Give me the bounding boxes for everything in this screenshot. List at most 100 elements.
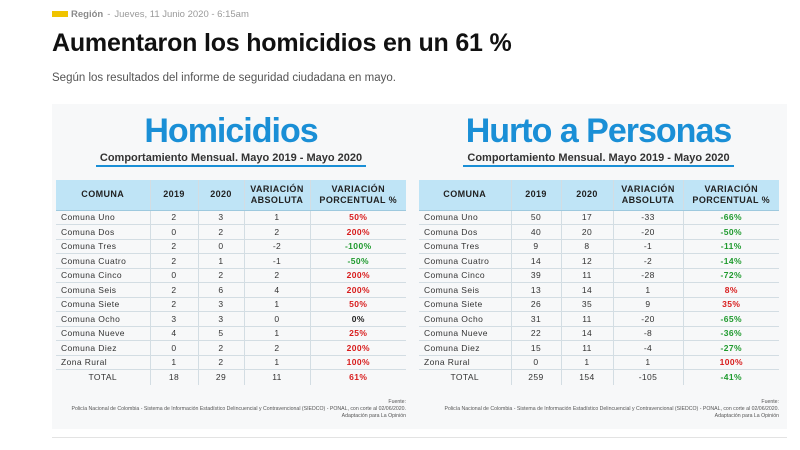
- cell-variacion-porcentual: 25%: [309, 326, 406, 341]
- cell-variacion-porcentual: -100%: [309, 239, 406, 254]
- table-row: Comuna Nueve 22 14 -8 -36%: [419, 326, 779, 341]
- cell-variacion-porcentual: -65%: [682, 311, 779, 327]
- table-row: Zona Rural 0 1 1 100%: [419, 355, 779, 370]
- header-2019: 2019: [149, 180, 198, 211]
- cell-variacion-porcentual: 35%: [682, 297, 779, 312]
- homicidios-source: Fuente: Policía Nacional de Colombia - S…: [71, 399, 406, 419]
- cell-2020: 1: [560, 355, 613, 370]
- cell-variacion-porcentual: -50%: [682, 224, 779, 240]
- hurto-table: COMUNA 2019 2020 VARIACIÓN ABSOLUTA VARI…: [419, 180, 779, 385]
- cell-2020: 3: [197, 311, 244, 327]
- cell-variacion-porcentual: -41%: [682, 369, 779, 385]
- table-row: Comuna Cinco 0 2 2 200%: [56, 268, 406, 283]
- cell-comuna: Zona Rural: [56, 355, 150, 370]
- table-row: Comuna Tres 9 8 -1 -11%: [419, 239, 779, 254]
- cell-variacion-porcentual: -66%: [682, 210, 779, 225]
- cell-2020: 12: [560, 253, 613, 269]
- cell-2020: 5: [197, 326, 244, 341]
- table-row: Comuna Dos 0 2 2 200%: [56, 224, 406, 240]
- cell-2019: 14: [510, 253, 561, 269]
- cell-variacion-absoluta: 0: [243, 311, 310, 327]
- cell-2020: 2: [197, 355, 244, 370]
- cell-2020: 0: [197, 239, 244, 254]
- hurto-title: Hurto a Personas: [465, 112, 733, 150]
- cell-2020: 2: [197, 268, 244, 283]
- table-row: Comuna Ocho 31 11 -20 -65%: [419, 311, 779, 327]
- cell-variacion-porcentual: -36%: [682, 326, 779, 341]
- cell-variacion-absoluta: 1: [243, 355, 310, 370]
- cell-2020: 3: [197, 210, 244, 225]
- cell-2020: 11: [560, 340, 613, 356]
- cell-2020: 3: [197, 297, 244, 312]
- table-header-row: COMUNA 2019 2020 VARIACIÓN ABSOLUTA VARI…: [56, 180, 406, 211]
- header-variacion-porcentual: VARIACIÓN PORCENTUAL %: [309, 180, 406, 211]
- table-row: Comuna Cuatro 2 1 -1 -50%: [56, 253, 406, 269]
- header-variacion-porcentual: VARIACIÓN PORCENTUAL %: [682, 180, 779, 211]
- cell-comuna: Zona Rural: [419, 355, 511, 370]
- cell-comuna: Comuna Siete: [419, 297, 511, 312]
- cell-variacion-porcentual: 8%: [682, 282, 779, 298]
- cell-comuna: Comuna Cinco: [419, 268, 511, 283]
- cell-variacion-porcentual: 61%: [309, 369, 406, 385]
- table-total-row: TOTAL 259 154 -105 -41%: [419, 369, 779, 385]
- cell-2019: 2: [149, 210, 198, 225]
- article-subtitle: Según los resultados del informe de segu…: [52, 72, 396, 84]
- hurto-source: Fuente: Policía Nacional de Colombia - S…: [444, 399, 779, 419]
- table-row: Comuna Uno 50 17 -33 -66%: [419, 210, 779, 225]
- cell-variacion-absoluta: -105: [612, 369, 683, 385]
- cell-comuna: Comuna Diez: [56, 340, 150, 356]
- cell-comuna: Comuna Cuatro: [56, 253, 150, 269]
- divider: [52, 437, 787, 438]
- cell-variacion-porcentual: 200%: [309, 268, 406, 283]
- table-row: Comuna Siete 26 35 9 35%: [419, 297, 779, 312]
- cell-2019: 0: [149, 268, 198, 283]
- header-comuna: COMUNA: [419, 180, 511, 211]
- cell-comuna: TOTAL: [88, 372, 118, 383]
- cell-2020: 14: [560, 326, 613, 341]
- meta-separator: -: [107, 8, 111, 20]
- table-row: Comuna Tres 2 0 -2 -100%: [56, 239, 406, 254]
- cell-2019: 50: [510, 210, 561, 225]
- header-comuna: COMUNA: [56, 180, 150, 211]
- cell-variacion-porcentual: -72%: [682, 268, 779, 283]
- cell-2020: 8: [560, 239, 613, 254]
- homicidios-table: COMUNA 2019 2020 VARIACIÓN ABSOLUTA VARI…: [56, 180, 406, 385]
- cell-2020: 1: [197, 253, 244, 269]
- article-title: Aumentaron los homicidios en un 61 %: [52, 29, 512, 57]
- cell-2020: 2: [197, 224, 244, 240]
- cell-2020: 11: [560, 311, 613, 327]
- table-row: Comuna Diez 15 11 -4 -27%: [419, 340, 779, 356]
- homicidios-panel: Homicidios Comportamiento Mensual. Mayo …: [52, 104, 410, 419]
- cell-2020: 14: [560, 282, 613, 298]
- cell-variacion-porcentual: 100%: [309, 355, 406, 370]
- cell-2019: 2: [149, 297, 198, 312]
- cell-variacion-absoluta: 1: [243, 210, 310, 225]
- cell-2019: 1: [149, 355, 198, 370]
- cell-comuna: Comuna Cuatro: [419, 253, 511, 269]
- cell-variacion-absoluta: 4: [243, 282, 310, 298]
- cell-variacion-absoluta: 1: [243, 297, 310, 312]
- cell-comuna: Comuna Nueve: [56, 326, 150, 341]
- cell-variacion-porcentual: -27%: [682, 340, 779, 356]
- cell-variacion-absoluta: 1: [612, 355, 683, 370]
- cell-variacion-absoluta: -1: [612, 239, 683, 254]
- cell-variacion-porcentual: 50%: [309, 210, 406, 225]
- table-row: Comuna Diez 0 2 2 200%: [56, 340, 406, 356]
- cell-variacion-absoluta: -28: [612, 268, 683, 283]
- cell-2019: 40: [510, 224, 561, 240]
- cell-2019: 2: [149, 253, 198, 269]
- cell-variacion-absoluta: -33: [612, 210, 683, 225]
- cell-variacion-absoluta: -4: [612, 340, 683, 356]
- cell-variacion-porcentual: 200%: [309, 282, 406, 298]
- cell-2019: 9: [510, 239, 561, 254]
- cell-2019: 13: [510, 282, 561, 298]
- cell-variacion-absoluta: -1: [243, 253, 310, 269]
- cell-comuna: Comuna Tres: [419, 239, 511, 254]
- cell-comuna: Comuna Nueve: [419, 326, 511, 341]
- cell-variacion-porcentual: 50%: [309, 297, 406, 312]
- homicidios-subtitle: Comportamiento Mensual. Mayo 2019 - Mayo…: [52, 152, 410, 167]
- section-label[interactable]: Región: [71, 8, 104, 20]
- header-variacion-absoluta: VARIACIÓN ABSOLUTA: [243, 180, 310, 211]
- cell-comuna: Comuna Cinco: [56, 268, 150, 283]
- cell-comuna: Comuna Siete: [56, 297, 150, 312]
